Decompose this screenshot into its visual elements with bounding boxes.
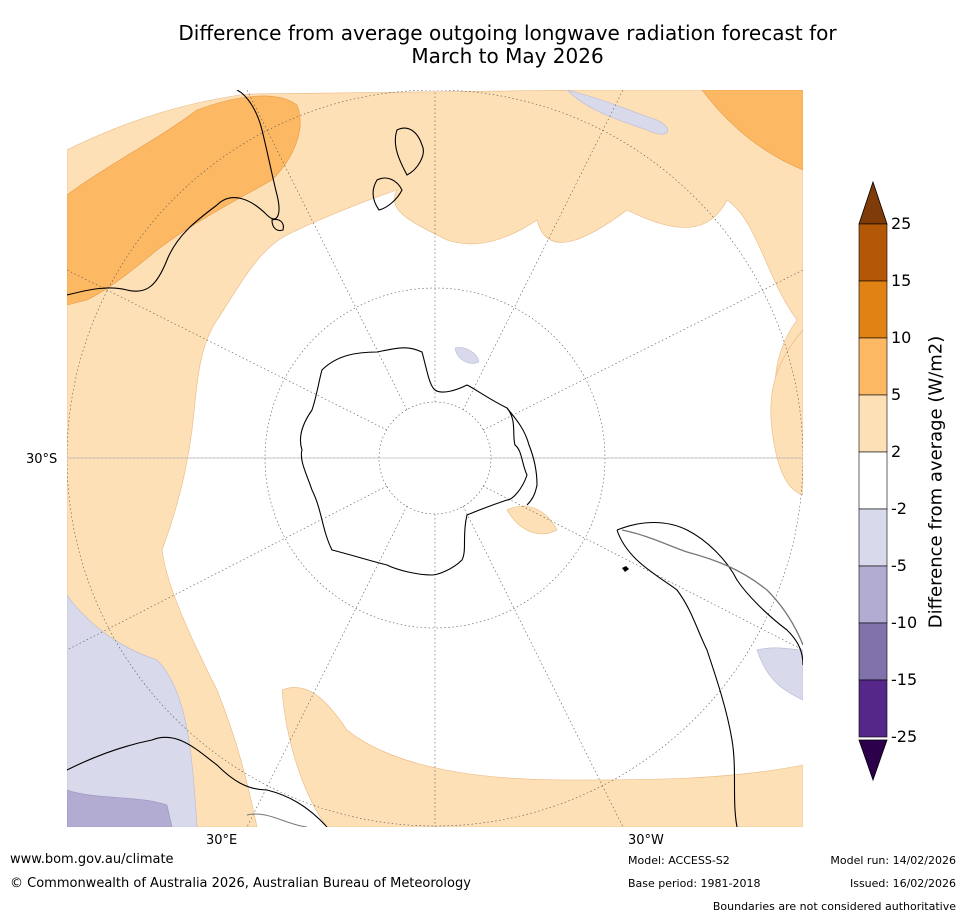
map-title: Difference from average outgoing longwav… (60, 22, 955, 68)
tasmania (271, 218, 284, 232)
anomaly-region-orange-topleft (67, 95, 301, 306)
footer-website[interactable]: www.bom.gov.au/climate (10, 852, 174, 867)
colorbar-bin (858, 565, 888, 624)
anomaly-region-light-orange-south (281, 687, 803, 827)
colorbar-under-arrow (858, 739, 888, 782)
colorbar-bin (858, 337, 888, 396)
footer-base-period: Base period: 1981-2018 (628, 877, 761, 890)
colorbar-tick-label: -25 (891, 727, 918, 746)
colorbar-bin (858, 622, 888, 681)
south-america-coastline (616, 522, 803, 827)
falkland-islands (622, 566, 629, 572)
anomaly-region-light-orange-right (770, 329, 803, 496)
australia-coastline (67, 90, 280, 296)
anomaly-region-orange-topright (701, 90, 803, 171)
africa-coastline (67, 736, 328, 827)
colorbar-bin (858, 280, 888, 339)
polar-map (67, 90, 803, 827)
colorbar-tick-label: -15 (891, 670, 918, 689)
footer-issued: Issued: 16/02/2026 (849, 877, 956, 890)
footer-model-run: Model run: 14/02/2026 (830, 854, 956, 867)
anomaly-region-lilac-bottomleft (67, 789, 173, 827)
colorbar-tick-label: 15 (891, 271, 912, 290)
colorbar-over-arrow (858, 180, 888, 225)
colorbar-tick-label: -5 (891, 556, 907, 575)
colorbar-bin (858, 508, 888, 567)
title-line-2: March to May 2026 (411, 44, 604, 68)
anomaly-region-lavender-top (566, 90, 669, 135)
new-zealand-south-island (372, 177, 403, 211)
colorbar-tick-label: -10 (891, 613, 918, 632)
colorbar-bin (858, 223, 888, 282)
colorbar-tick-label: 25 (891, 214, 912, 233)
antarctica-coastline (299, 347, 528, 576)
colorbar-tick-label: 5 (891, 385, 902, 404)
footer-model: Model: ACCESS-S2 (628, 854, 730, 867)
colorbar (855, 180, 965, 790)
anomaly-region-lavender-right (756, 647, 803, 701)
anomaly-region-lavender-bottomleft (67, 594, 198, 827)
footer-disclaimer: Boundaries are not considered authoritat… (712, 900, 956, 913)
africa-border (246, 813, 308, 827)
south-america-andes (621, 529, 803, 646)
colorbar-bin (858, 679, 888, 738)
colorbar-tick-label: 2 (891, 442, 902, 461)
lon-label-30e: 30°E (206, 833, 238, 848)
title-line-1: Difference from average outgoing longwav… (178, 21, 837, 45)
new-zealand-north-island (394, 127, 424, 176)
anomaly-region-lavender-small (454, 347, 480, 364)
colorbar-bin (858, 394, 888, 453)
colorbar-bin (858, 451, 888, 510)
anomaly-region-peninsula-patch (506, 505, 558, 535)
lon-label-30w: 30°W (628, 833, 664, 848)
colorbar-tick-label: 10 (891, 328, 912, 347)
colorbar-tick-label: -2 (891, 499, 907, 518)
footer-copyright: © Commonwealth of Australia 2026, Austra… (10, 876, 471, 891)
antarctic-peninsula (506, 407, 538, 506)
lat-label-30s: 30°S (26, 452, 58, 467)
